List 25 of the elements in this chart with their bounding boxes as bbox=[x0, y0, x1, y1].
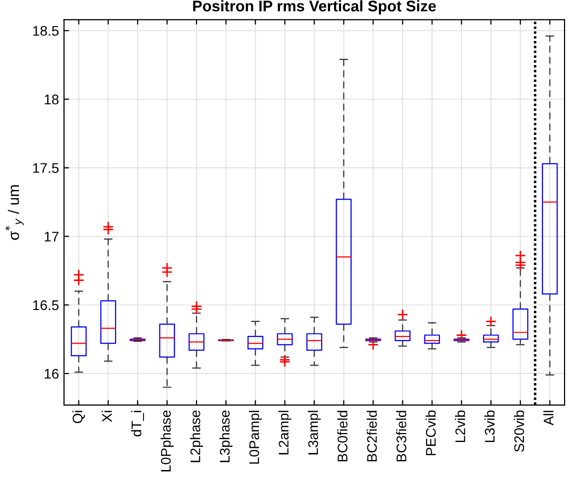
x-tick-label: Xi bbox=[102, 410, 112, 422]
x-tick-label: BC3field bbox=[396, 410, 406, 462]
x-tick-label: L0Pphase bbox=[160, 410, 174, 472]
y-tick-label: 17.5 bbox=[33, 163, 59, 173]
x-tick-label: All bbox=[543, 410, 554, 426]
y-tick-label: 18.5 bbox=[33, 26, 59, 36]
x-tick-label: L2vib bbox=[455, 410, 466, 442]
x-tick-label: L2phase bbox=[190, 410, 203, 462]
y-tick-label: 17 bbox=[44, 232, 58, 242]
x-tick-label: BC2field bbox=[366, 410, 377, 462]
chart-title: Positron IP rms Vertical Spot Size bbox=[193, 0, 436, 14]
x-tick-label: L0Pampl bbox=[248, 410, 262, 464]
y-axis-title: σ$^{*}$$_{y}$ / um bbox=[5, 185, 24, 240]
y-tick-label: 16 bbox=[44, 368, 59, 379]
x-tick-label: PECvib bbox=[426, 410, 436, 456]
x-tick-label: L3ampl bbox=[308, 410, 321, 454]
y-tick-label: 18 bbox=[44, 94, 59, 104]
x-tick-label: L2ampl bbox=[278, 410, 292, 454]
x-tick-label: dT_i bbox=[131, 410, 144, 436]
x-tick-label: BC0field bbox=[337, 410, 348, 462]
x-tick-label: S20vib bbox=[514, 410, 524, 452]
x-tick-label: L3phase bbox=[219, 410, 232, 462]
y-tick-label: 16.5 bbox=[33, 300, 59, 310]
x-tick-label: Qi bbox=[72, 410, 85, 424]
x-tick-label: L3vib bbox=[484, 410, 495, 442]
